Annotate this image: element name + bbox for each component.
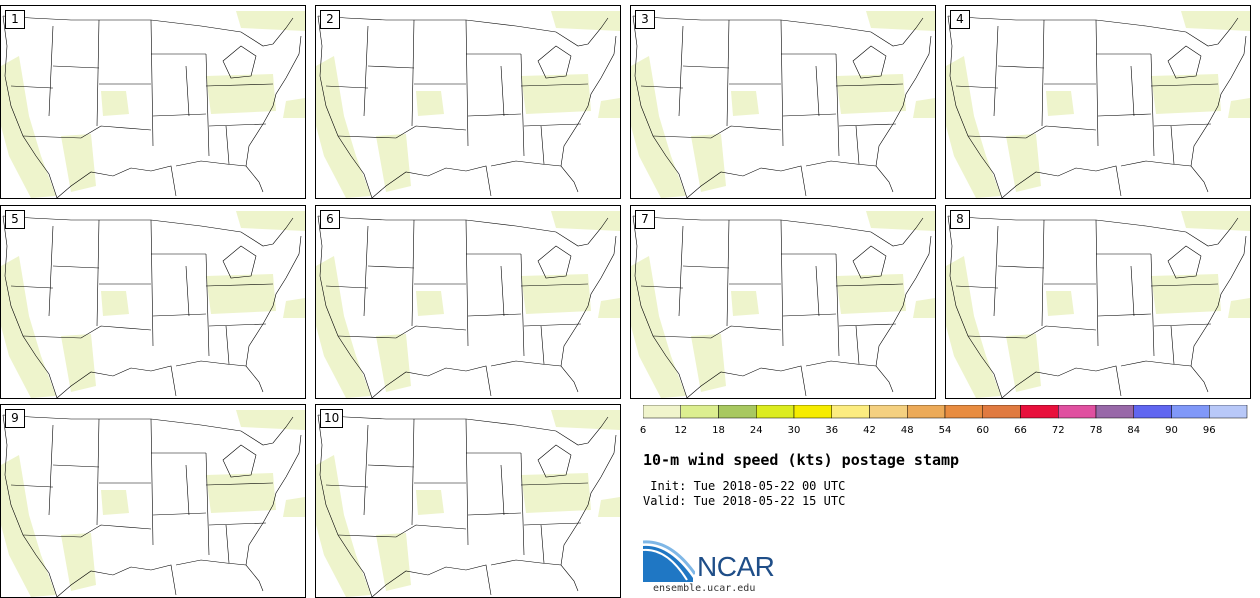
colorbar-segment (643, 405, 681, 419)
colorbar-tick: 6 (639, 425, 647, 436)
colorbar-tick: 78 (1089, 425, 1103, 436)
colorbar-tick: 90 (1165, 425, 1178, 436)
us-map (946, 11, 1250, 198)
member-panel: 2 (315, 5, 621, 199)
colorbar-segment (831, 405, 870, 419)
member-number-label: 7 (635, 210, 655, 229)
valid-time: Valid: Tue 2018-05-22 15 UTC (643, 494, 846, 508)
ncar-logo-text: NCAR (697, 551, 775, 582)
us-map (316, 11, 620, 198)
us-map (1, 11, 305, 198)
source-url: ensemble.ucar.edu (653, 583, 756, 594)
colorbar-tick: 72 (1051, 425, 1065, 436)
colorbar-tick: 24 (749, 425, 763, 436)
member-panel: 8 (945, 205, 1251, 399)
us-map (316, 410, 620, 597)
us-map (1, 211, 305, 398)
colorbar-tick: 42 (863, 425, 876, 436)
colorbar-segment (756, 405, 795, 419)
us-map (316, 211, 620, 398)
colorbar-segment (680, 405, 719, 419)
colorbar-segment (1058, 405, 1097, 419)
member-number-label: 6 (320, 210, 340, 229)
colorbar-segment (1171, 405, 1210, 419)
colorbar-segment (1095, 405, 1134, 419)
colorbar-segment (1133, 405, 1172, 419)
colorbar-tick: 48 (900, 425, 914, 436)
colorbar-segment (982, 405, 1021, 419)
member-number-label: 8 (950, 210, 970, 229)
wind-speed-colorbar (643, 405, 1248, 419)
colorbar-segment (944, 405, 983, 419)
colorbar-tick: 60 (976, 425, 990, 436)
colorbar-tick: 36 (825, 425, 839, 436)
colorbar-segment (793, 405, 832, 419)
init-time: Init: Tue 2018-05-22 00 UTC (643, 479, 846, 493)
colorbar-tick: 84 (1127, 425, 1141, 436)
member-panel: 5 (0, 205, 306, 399)
member-number-label: 9 (5, 409, 25, 428)
colorbar-tick: 12 (674, 425, 688, 436)
colorbar-segment (1020, 405, 1059, 419)
us-map (631, 11, 935, 198)
colorbar-segment (718, 405, 757, 419)
member-number-label: 10 (320, 409, 344, 428)
colorbar-segment (907, 405, 946, 419)
colorbar-tick: 30 (787, 425, 801, 436)
member-panel: 9 (0, 404, 306, 598)
colorbar-tick: 66 (1014, 425, 1027, 436)
us-map (946, 211, 1250, 398)
colorbar-segment (1209, 405, 1248, 419)
member-panel: 6 (315, 205, 621, 399)
colorbar-tick: 18 (712, 425, 725, 436)
member-panel: 10 (315, 404, 621, 598)
ncar-logo-icon (643, 540, 695, 582)
member-number-label: 5 (5, 210, 25, 229)
member-number-label: 4 (950, 10, 970, 29)
member-number-label: 3 (635, 10, 655, 29)
colorbar-tick: 54 (938, 425, 952, 436)
colorbar-segment (869, 405, 908, 419)
us-map (1, 410, 305, 597)
member-panel: 7 (630, 205, 936, 399)
member-panel: 1 (0, 5, 306, 199)
member-number-label: 2 (320, 10, 340, 29)
colorbar-tick: 96 (1202, 425, 1216, 436)
member-panel: 3 (630, 5, 936, 199)
plot-title: 10-m wind speed (kts) postage stamp (643, 451, 960, 469)
us-map (631, 211, 935, 398)
member-panel: 4 (945, 5, 1251, 199)
member-number-label: 1 (5, 10, 25, 29)
